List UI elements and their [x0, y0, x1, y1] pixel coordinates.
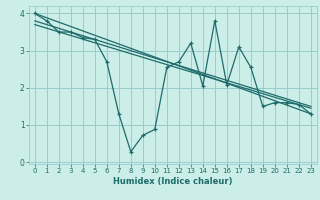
X-axis label: Humidex (Indice chaleur): Humidex (Indice chaleur)	[113, 177, 233, 186]
